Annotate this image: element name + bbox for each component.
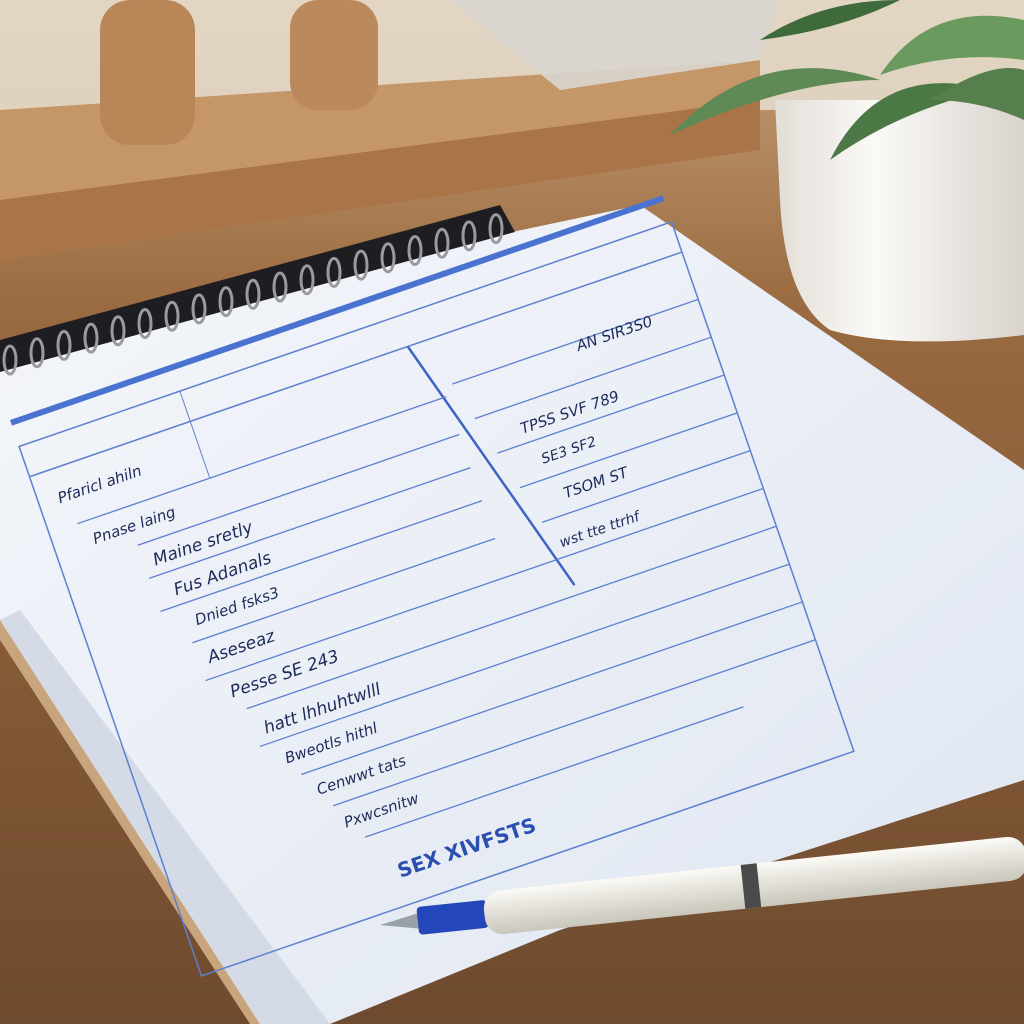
spiral-ring bbox=[110, 315, 126, 347]
spiral-ring bbox=[407, 235, 423, 266]
spiral-ring bbox=[164, 300, 180, 332]
spiral-ring bbox=[245, 278, 261, 310]
spiral-ring bbox=[380, 242, 396, 274]
spiral-ring bbox=[488, 213, 504, 245]
wooden-stacks bbox=[100, 0, 378, 145]
potted-plant bbox=[670, 0, 1024, 342]
spiral-ring bbox=[137, 308, 153, 339]
spiral-ring bbox=[272, 271, 288, 303]
spiral-ring bbox=[218, 286, 234, 318]
notebook-paper bbox=[0, 205, 1024, 1024]
spiral-ring bbox=[56, 329, 72, 361]
form-header-bar bbox=[10, 195, 665, 426]
spiral-binding bbox=[0, 205, 515, 376]
spiral-ring bbox=[326, 256, 342, 288]
spiral-ring bbox=[353, 249, 369, 281]
pen bbox=[380, 836, 1024, 935]
spiral-ring bbox=[191, 293, 207, 325]
spiral-ring bbox=[2, 344, 18, 376]
spiral-ring bbox=[29, 337, 45, 369]
spiral-ring bbox=[83, 322, 99, 354]
spiral-ring bbox=[434, 227, 450, 259]
spiral-ring bbox=[461, 220, 477, 252]
spiral-ring bbox=[299, 264, 315, 296]
